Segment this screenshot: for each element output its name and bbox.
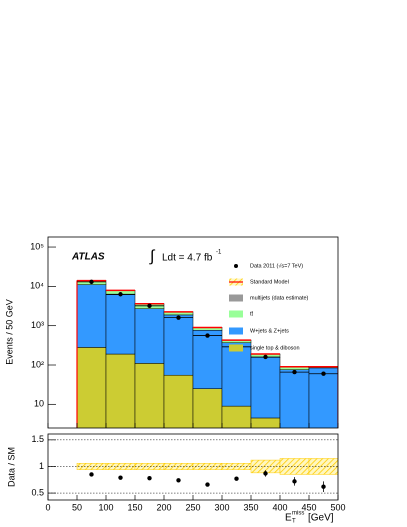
legend-swatch	[229, 294, 243, 302]
main-plot	[76, 279, 338, 433]
legend-label: tt̄	[250, 311, 254, 318]
y-tick-label: 10⁵	[30, 241, 44, 251]
legend-swatch	[229, 310, 243, 318]
x-tick-label: 300	[214, 502, 229, 512]
stack-bar	[192, 330, 223, 389]
ratio-point	[118, 475, 123, 480]
ratio-point	[89, 472, 94, 477]
stack-bar	[221, 342, 252, 407]
stack-bar	[76, 284, 107, 348]
y-tick-label: 10⁴	[30, 281, 44, 291]
ratio-y-tick-label: 1.5	[31, 434, 44, 444]
integral-sign: ∫	[149, 248, 156, 265]
x-tick-label: 350	[243, 502, 258, 512]
ratio-point	[321, 484, 326, 489]
x-tick-label: 50	[72, 502, 82, 512]
ratio-frame	[47, 433, 339, 501]
y-tick-label: 10	[34, 399, 44, 409]
overlay: 0 50 100 150 200 250 300 350 400 450 5001010²10³10…	[30, 241, 345, 512]
ratio-y-tick-label: 1	[39, 461, 44, 471]
data-point	[321, 371, 326, 376]
x-tick-label: 150	[127, 502, 142, 512]
ratio-point	[176, 478, 181, 483]
legend-swatch	[229, 327, 243, 335]
legend-label: Standard Model	[250, 279, 289, 285]
stack-bar	[76, 347, 107, 428]
ratio-point	[292, 479, 297, 484]
x-axis-unit: [GeV]	[308, 513, 334, 524]
stack-bar	[250, 357, 281, 419]
stack-bar	[280, 432, 309, 433]
stack-bar	[250, 417, 281, 428]
stack-bar	[192, 388, 223, 428]
legend-swatch	[229, 344, 243, 352]
data-point	[118, 292, 123, 297]
data-point	[147, 303, 152, 309]
y-axis-label: Events / 50 GeV	[4, 299, 14, 365]
x-axis-label-sup: miss	[292, 511, 304, 517]
x-tick-label: 100	[98, 502, 113, 512]
stack-bar	[134, 363, 165, 428]
data-point	[205, 333, 210, 338]
data-point	[176, 315, 181, 320]
ratio-point	[147, 475, 152, 481]
luminosity-exponent: -1	[216, 250, 222, 256]
ratio-point	[205, 482, 210, 487]
stack-bar	[163, 314, 194, 376]
x-tick-label: 200	[156, 502, 171, 512]
stack-bar	[105, 294, 136, 355]
x-tick-label: 0	[45, 502, 50, 512]
stack-bar	[279, 369, 310, 428]
stack-bar	[221, 405, 252, 428]
stack-bar	[105, 353, 136, 428]
legend-label: multijets (data estimate)	[250, 295, 309, 301]
stack-bar	[308, 367, 338, 428]
legend-label: single top & diboson	[250, 345, 300, 351]
ratio-point	[234, 476, 239, 481]
experiment-label: ATLAS	[71, 252, 105, 263]
stack-bar	[163, 374, 194, 428]
data-point	[292, 369, 297, 375]
x-tick-label: 450	[301, 502, 316, 512]
legend-label: Data 2011 (√s=7 TeV)	[250, 262, 303, 269]
legend-data-marker	[234, 264, 238, 268]
x-tick-label: 250	[185, 502, 200, 512]
ratio-y-label: Data / SM	[6, 447, 16, 487]
x-axis-label-sub: T	[292, 519, 296, 525]
main-frame	[47, 236, 339, 429]
x-tick-label: 500	[330, 502, 345, 512]
data-point	[263, 354, 268, 360]
y-tick-label: 10³	[31, 320, 44, 330]
luminosity-label: Ldt = 4.7 fb	[162, 253, 213, 264]
data-point	[89, 279, 94, 285]
legend-label: W+jets & Z+jets	[250, 328, 289, 334]
y-tick-label: 10²	[31, 359, 44, 369]
x-axis-label: E	[285, 513, 292, 524]
ratio-plot	[48, 439, 338, 494]
ratio-point	[263, 471, 268, 476]
x-tick-label: 400	[272, 502, 287, 512]
ratio-y-tick-label: 0.5	[31, 487, 44, 497]
stack-bar	[134, 308, 165, 364]
